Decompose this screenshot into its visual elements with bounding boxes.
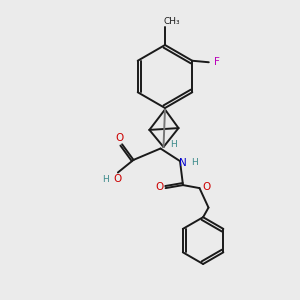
Text: O: O — [202, 182, 210, 193]
Text: H: H — [103, 176, 109, 184]
Text: O: O — [155, 182, 163, 193]
Text: O: O — [116, 133, 124, 143]
Text: N: N — [179, 158, 187, 168]
Text: F: F — [214, 57, 220, 67]
Text: CH₃: CH₃ — [163, 16, 180, 26]
Text: O: O — [114, 174, 122, 184]
Text: H: H — [191, 158, 197, 167]
Text: H: H — [170, 140, 176, 149]
